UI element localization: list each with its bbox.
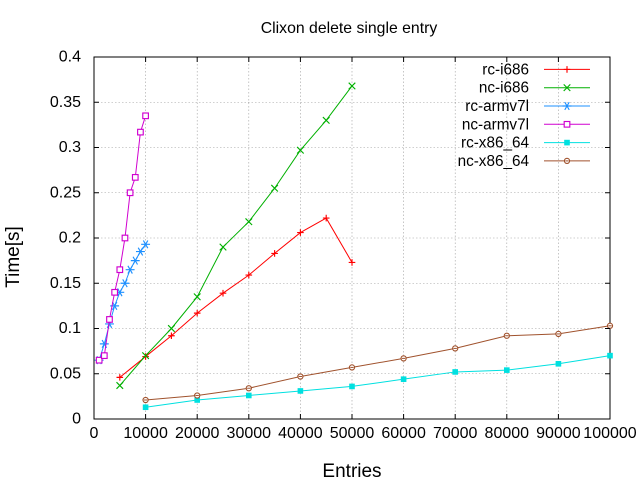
svg-text:80000: 80000 <box>485 425 530 442</box>
svg-text:0.35: 0.35 <box>50 94 81 111</box>
svg-text:rc-i686: rc-i686 <box>482 61 529 78</box>
svg-text:nc-armv7l: nc-armv7l <box>462 116 529 133</box>
svg-text:70000: 70000 <box>433 425 478 442</box>
svg-text:10000: 10000 <box>123 425 168 442</box>
svg-text:0: 0 <box>72 411 81 428</box>
svg-text:0.1: 0.1 <box>59 320 81 337</box>
svg-text:30000: 30000 <box>227 425 272 442</box>
svg-text:0.2: 0.2 <box>59 230 81 247</box>
svg-text:0: 0 <box>90 425 99 442</box>
svg-text:0.25: 0.25 <box>50 184 81 201</box>
svg-text:rc-x86_64: rc-x86_64 <box>461 135 530 152</box>
svg-text:20000: 20000 <box>175 425 220 442</box>
svg-text:Clixon delete single entry: Clixon delete single entry <box>261 20 438 37</box>
svg-text:nc-x86_64: nc-x86_64 <box>458 153 530 170</box>
svg-text:90000: 90000 <box>536 425 581 442</box>
svg-text:0.15: 0.15 <box>50 275 81 292</box>
svg-text:40000: 40000 <box>278 425 323 442</box>
svg-text:rc-armv7l: rc-armv7l <box>465 98 529 115</box>
svg-text:0.3: 0.3 <box>59 139 81 156</box>
svg-text:50000: 50000 <box>330 425 375 442</box>
svg-text:0.4: 0.4 <box>59 49 81 66</box>
svg-text:0.05: 0.05 <box>50 365 81 382</box>
svg-text:Time[s]: Time[s] <box>3 226 24 288</box>
svg-text:100000: 100000 <box>583 425 636 442</box>
svg-text:nc-i686: nc-i686 <box>479 80 529 97</box>
svg-text:Entries: Entries <box>322 461 381 480</box>
svg-text:60000: 60000 <box>381 425 426 442</box>
